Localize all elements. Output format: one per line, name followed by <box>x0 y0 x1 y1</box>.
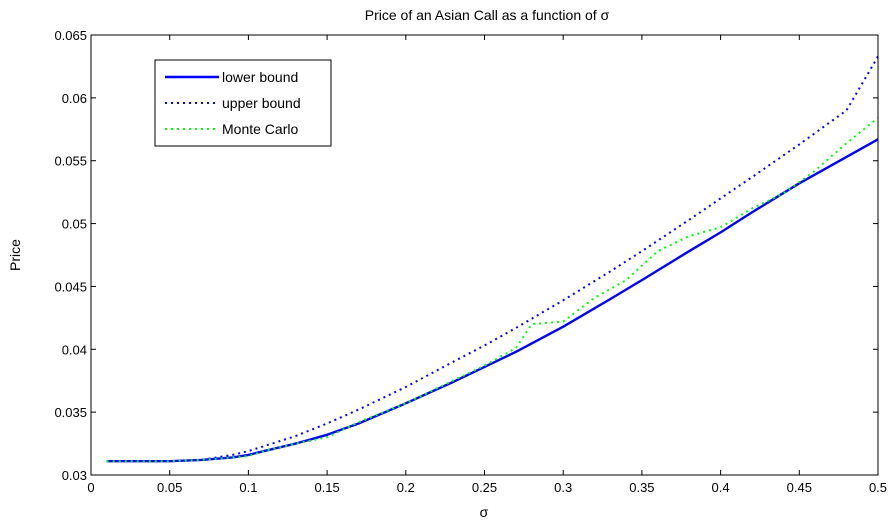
chart-title: Price of an Asian Call as a function of … <box>365 7 610 23</box>
x-tick-label: 0.45 <box>787 480 812 495</box>
y-axis-label: Price <box>7 239 23 271</box>
x-tick-label: 0.3 <box>554 480 572 495</box>
y-tick-label: 0.05 <box>62 217 87 232</box>
series-line-lower-bound <box>106 138 879 463</box>
y-tick-label: 0.045 <box>54 279 87 294</box>
y-tick-label: 0.055 <box>54 154 87 169</box>
y-tick-label: 0.04 <box>62 342 87 357</box>
legend: lower bound upper bound Monte Carlo <box>154 59 332 147</box>
series-line-upper-bound <box>106 55 879 463</box>
legend-label: lower bound <box>222 69 298 85</box>
x-tick-label: 0.5 <box>869 480 887 495</box>
x-tick-label: 0 <box>87 480 94 495</box>
series-layer <box>106 55 879 463</box>
x-tick-label: 0.1 <box>239 480 257 495</box>
y-tick-label: 0.065 <box>54 28 87 43</box>
x-tick-label: 0.4 <box>712 480 730 495</box>
y-axis-ticks: 0.03 0.035 0.04 0.045 0.05 0.055 0.06 0.065 <box>54 28 878 483</box>
x-tick-label: 0.05 <box>157 480 182 495</box>
x-tick-label: 0.2 <box>397 480 415 495</box>
x-axis-ticks: 0 0.05 0.1 0.15 0.2 0.25 0.3 0.35 0.4 0.45 0.5 <box>87 35 887 495</box>
x-tick-label: 0.25 <box>472 480 497 495</box>
x-tick-label: 0.35 <box>629 480 654 495</box>
y-tick-label: 0.03 <box>62 468 87 483</box>
x-tick-label: 0.15 <box>314 480 339 495</box>
series-line-monte-carlo <box>106 117 879 463</box>
y-tick-label: 0.035 <box>54 405 87 420</box>
legend-label: Monte Carlo <box>222 121 298 137</box>
y-tick-label: 0.06 <box>62 91 87 106</box>
x-axis-label: σ <box>480 504 489 520</box>
legend-label: upper bound <box>222 95 301 111</box>
